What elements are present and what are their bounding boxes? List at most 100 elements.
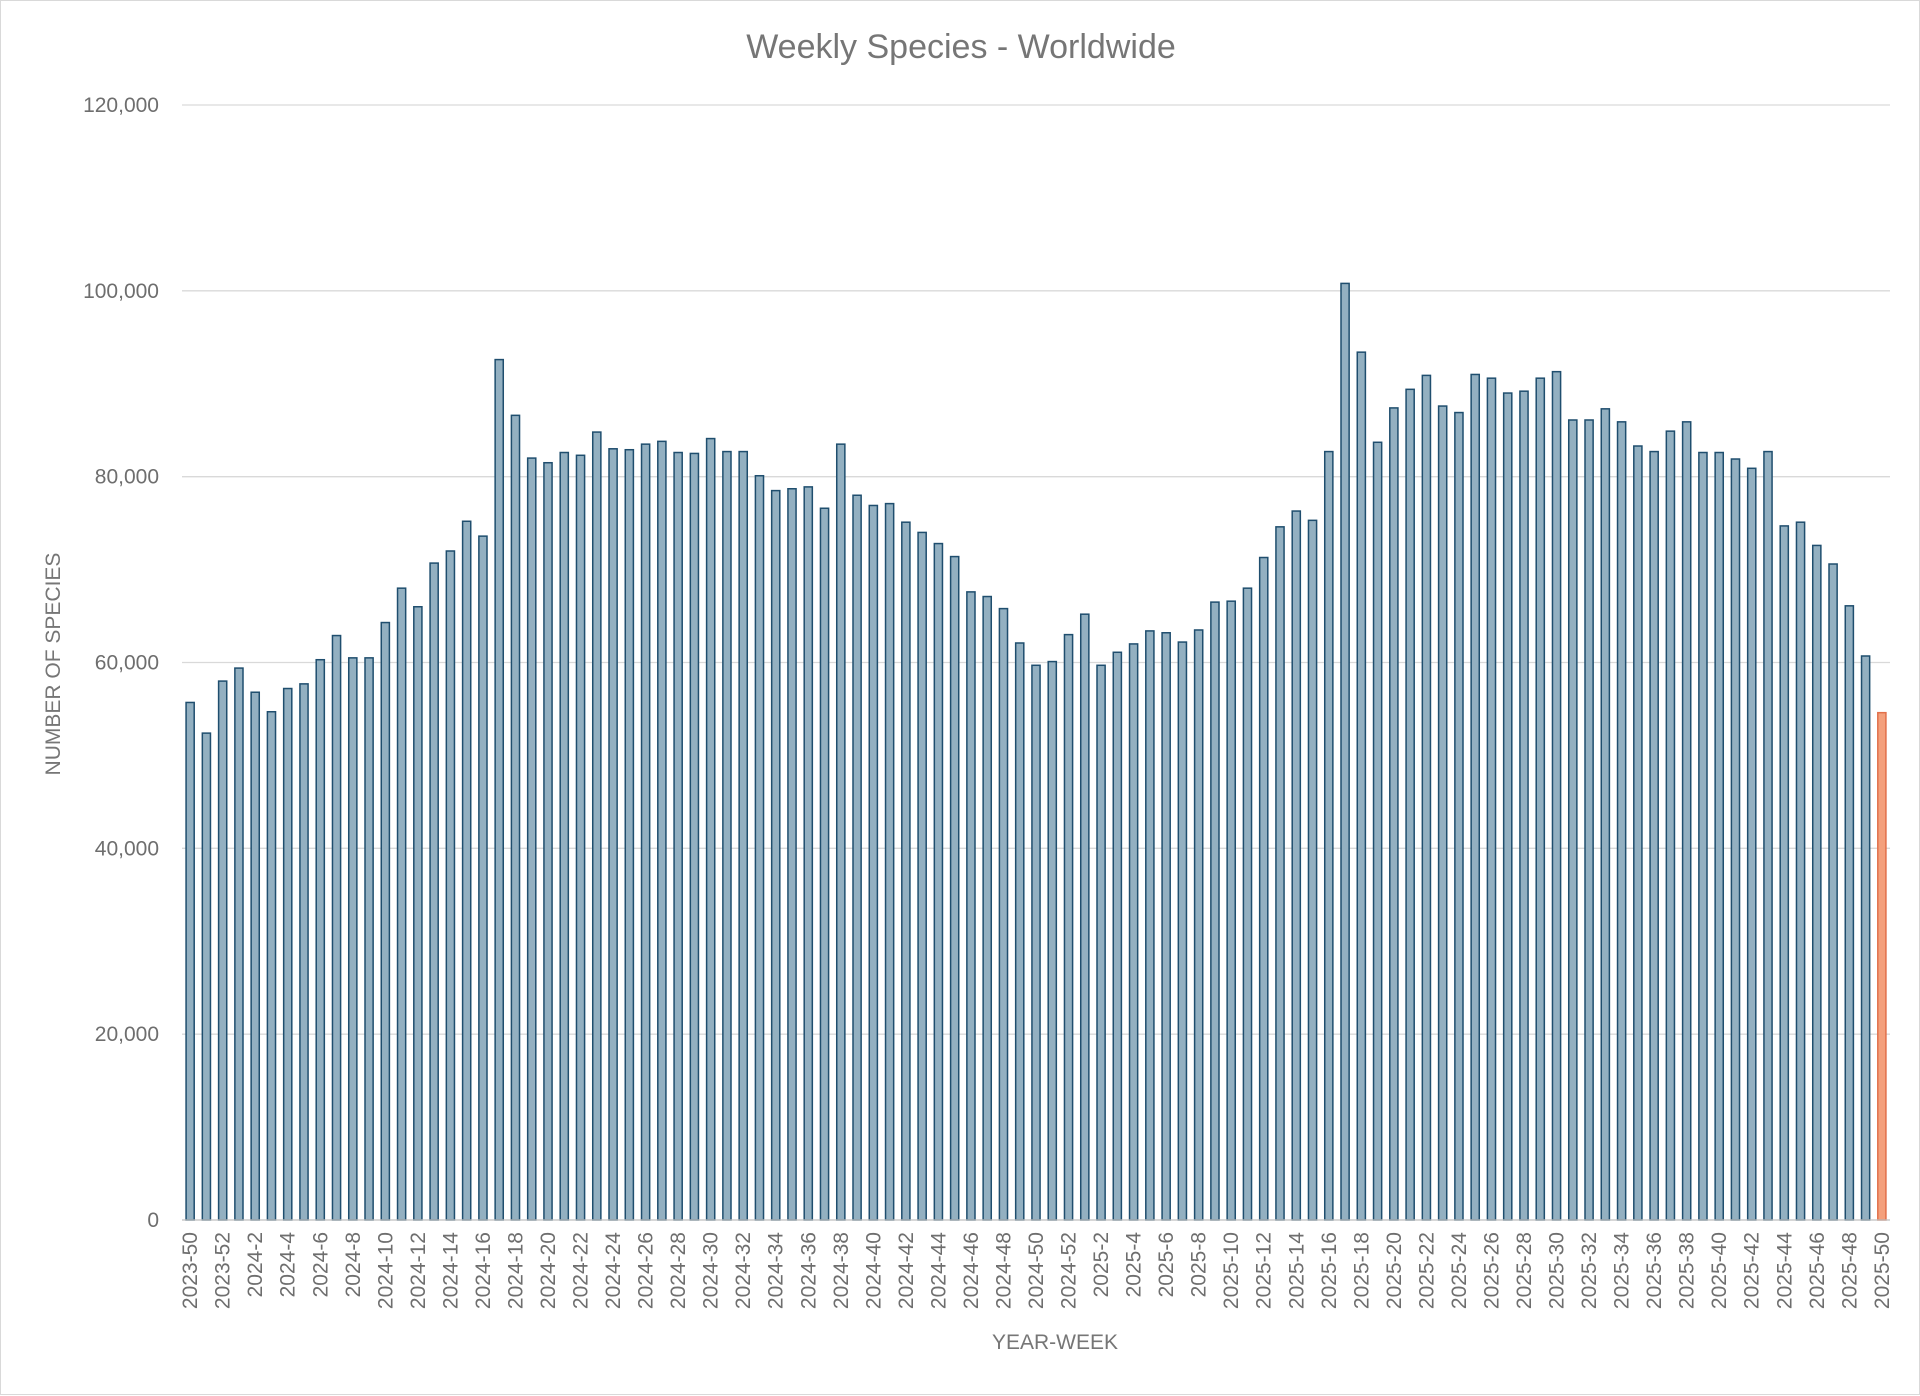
y-tick-label: 0	[147, 1209, 159, 1232]
bar-2025-49	[1862, 656, 1870, 1220]
x-tick-label: 2025-30	[1546, 1232, 1569, 1309]
bar-2025-4	[1130, 644, 1138, 1220]
bar-2025-3	[1113, 652, 1121, 1220]
y-tick-label: 100,000	[83, 280, 159, 303]
x-tick-label: 2024-24	[602, 1232, 625, 1309]
bar-2024-41	[886, 504, 894, 1220]
x-tick-label: 2025-22	[1415, 1232, 1438, 1309]
bar-2025-6	[1162, 633, 1170, 1220]
chart-title: Weekly Species - Worldwide	[746, 28, 1176, 66]
bar-2025-5	[1146, 631, 1154, 1220]
bar-2025-23	[1439, 406, 1447, 1220]
bar-2024-19	[528, 458, 536, 1220]
x-tick-label: 2025-6	[1155, 1232, 1178, 1297]
bar-2025-13	[1276, 527, 1284, 1220]
bar-2024-27	[658, 441, 666, 1220]
bar-2024-43	[918, 532, 926, 1220]
x-tick-label: 2024-32	[732, 1232, 755, 1309]
bar-2025-34	[1618, 422, 1626, 1220]
y-tick-label: 20,000	[95, 1023, 159, 1046]
bar-2025-20	[1390, 408, 1398, 1220]
bar-2024-29	[690, 453, 698, 1220]
bar-2024-38	[837, 444, 845, 1220]
x-tick-label: 2025-16	[1318, 1232, 1341, 1309]
bar-2024-28	[674, 453, 682, 1220]
x-tick-label: 2025-4	[1123, 1232, 1146, 1298]
bar-2025-27	[1504, 393, 1512, 1220]
bar-2024-4	[284, 689, 292, 1220]
bar-2025-35	[1634, 446, 1642, 1220]
bar-2024-17	[495, 360, 503, 1220]
bar-2024-44	[934, 544, 942, 1220]
bar-2025-47	[1829, 564, 1837, 1220]
bar-2024-8	[349, 658, 357, 1220]
x-tick-label: 2024-30	[700, 1232, 723, 1309]
bar-2024-16	[479, 536, 487, 1220]
x-axis-title: YEAR-WEEK	[992, 1331, 1118, 1354]
bar-2025-43	[1764, 452, 1772, 1220]
bar-2024-13	[430, 563, 438, 1220]
x-tick-label: 2024-40	[862, 1232, 885, 1309]
bar-2025-11	[1243, 588, 1251, 1220]
x-tick-label: 2023-50	[179, 1232, 202, 1309]
bar-2024-5	[300, 684, 308, 1220]
x-tick-label: 2025-2	[1090, 1232, 1113, 1297]
bar-2025-10	[1227, 601, 1235, 1220]
bar-2024-14	[446, 551, 454, 1220]
bar-2024-2	[251, 692, 259, 1220]
bar-2025-24	[1455, 413, 1463, 1220]
bar-2023-52	[219, 681, 227, 1220]
x-tick-label: 2024-46	[960, 1232, 983, 1309]
x-tick-label: 2025-24	[1448, 1232, 1471, 1309]
bar-2024-6	[316, 660, 324, 1220]
bar-2024-51	[1048, 662, 1056, 1220]
x-tick-label: 2024-8	[342, 1232, 365, 1297]
x-tick-label: 2024-28	[667, 1232, 690, 1309]
x-tick-label: 2025-46	[1806, 1232, 1829, 1309]
bar-2024-26	[642, 444, 650, 1220]
bar-2025-41	[1731, 459, 1739, 1220]
bar-2023-51	[202, 733, 210, 1220]
bar-2025-12	[1260, 558, 1268, 1220]
bar-2025-25	[1471, 374, 1479, 1220]
x-tick-label: 2024-50	[1025, 1232, 1048, 1309]
x-tick-label: 2025-38	[1676, 1232, 1699, 1309]
bar-2024-11	[398, 588, 406, 1220]
x-tick-label: 2025-50	[1871, 1232, 1894, 1309]
x-tick-label: 2025-32	[1578, 1232, 1601, 1309]
bar-2024-12	[414, 607, 422, 1220]
bar-2025-36	[1650, 452, 1658, 1220]
y-tick-label: 80,000	[95, 466, 159, 489]
bar-2024-42	[902, 522, 910, 1220]
x-tick-label: 2023-52	[212, 1232, 235, 1309]
bar-2024-32	[739, 452, 747, 1220]
bar-2024-50	[1032, 665, 1040, 1220]
x-tick-label: 2025-36	[1643, 1232, 1666, 1309]
bar-2024-18	[511, 415, 519, 1220]
x-tick-label: 2024-12	[407, 1232, 430, 1309]
y-tick-label: 40,000	[95, 837, 159, 860]
bar-2024-45	[951, 557, 959, 1220]
bar-2025-15	[1308, 520, 1316, 1220]
bar-2024-3	[267, 712, 275, 1220]
bar-2025-9	[1211, 602, 1219, 1220]
bar-2025-26	[1487, 378, 1495, 1220]
bar-2024-24	[609, 449, 617, 1220]
bar-2025-22	[1422, 375, 1430, 1220]
bar-2025-8	[1195, 630, 1203, 1220]
bar-2024-49	[1016, 643, 1024, 1220]
x-tick-label: 2024-4	[277, 1232, 300, 1298]
x-tick-labels: 2023-50 2023-52 2024-2 2024-4 2024-6 2024-8 20…	[179, 1232, 1894, 1309]
bar-2024-10	[381, 623, 389, 1220]
x-tick-label: 2025-40	[1708, 1232, 1731, 1309]
x-tick-label: 2025-34	[1611, 1232, 1634, 1309]
bar-2024-30	[707, 439, 715, 1220]
x-tick-label: 2024-42	[895, 1232, 918, 1309]
bar-2025-32	[1585, 420, 1593, 1220]
x-tick-label: 2025-18	[1350, 1232, 1373, 1309]
x-tick-label: 2025-28	[1513, 1232, 1536, 1309]
x-tick-label: 2024-36	[797, 1232, 820, 1309]
bar-2024-36	[804, 487, 812, 1220]
bar-2024-20	[544, 463, 552, 1220]
